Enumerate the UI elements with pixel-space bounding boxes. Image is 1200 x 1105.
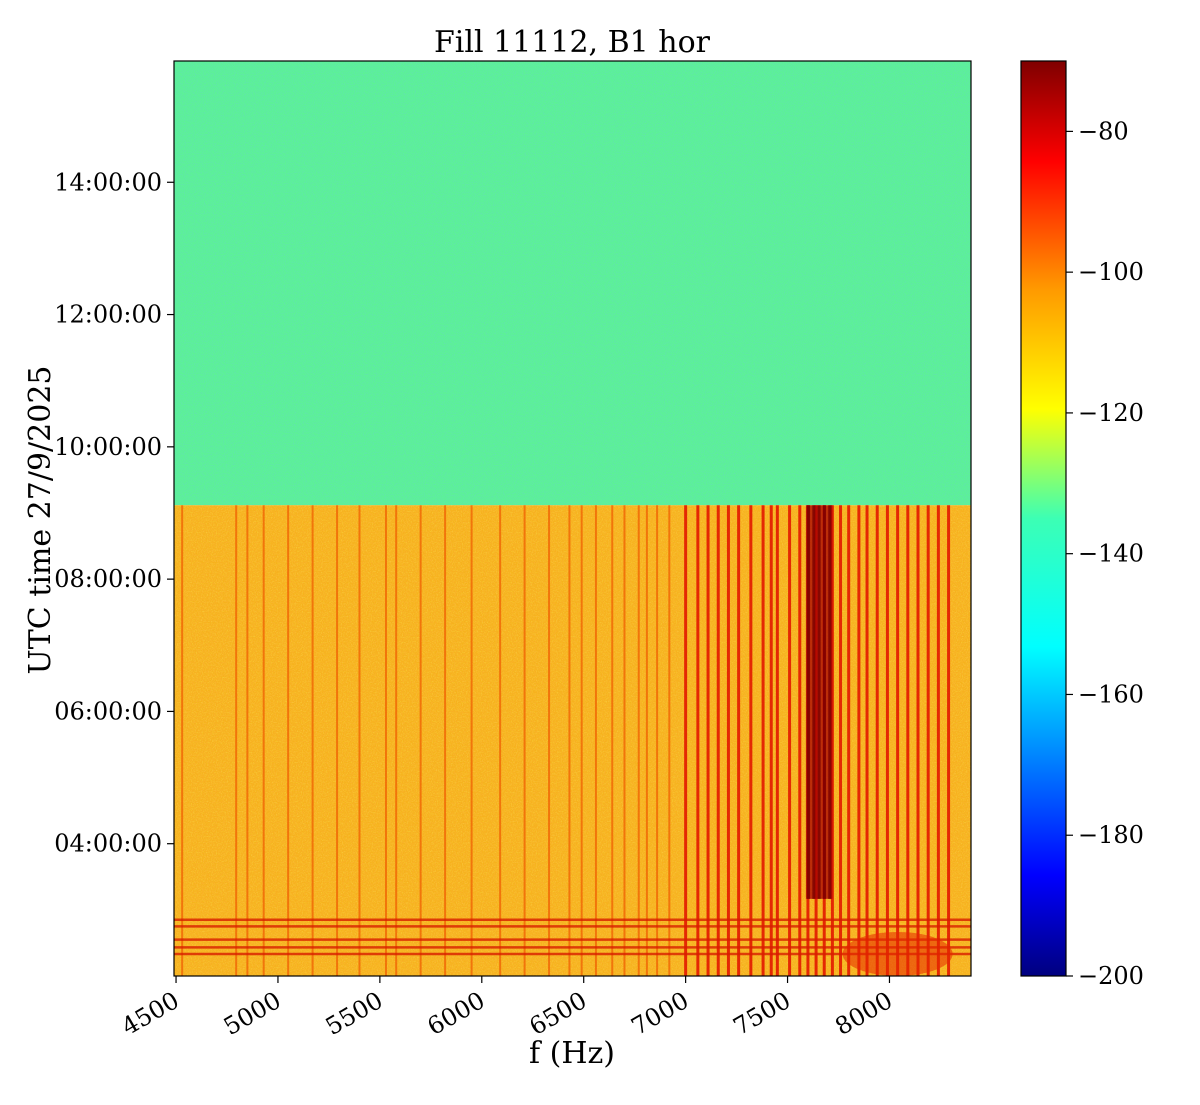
y-tick-label: 06:00:00 [54,697,162,725]
x-axis-label: f (Hz) [529,1036,615,1071]
y-tick-label: 12:00:00 [54,301,162,329]
colorbar-gradient [1020,60,1067,977]
colorbar-tick-label: −140 [1078,540,1144,568]
x-axis: 4500 5000 5500 6000 6500 7000 7500 8000 [117,976,897,1041]
y-tick-label: 14:00:00 [54,168,162,196]
colorbar-tick-label: −120 [1078,399,1144,427]
region-1-texture-yellow [174,505,971,976]
plot-frame [173,60,972,977]
chart-title: Fill 11112, B1 hor [434,25,711,60]
x-tick-label: 5500 [321,986,388,1041]
colorbar-tick-label: −160 [1078,680,1144,708]
x-tick-label: 6500 [525,986,592,1041]
y-tick-label: 04:00:00 [54,830,162,858]
x-tick-label: 7000 [627,986,694,1041]
region-0-texture [174,61,971,506]
x-tick-label: 5000 [219,986,286,1041]
y-tick-label: 08:00:00 [54,565,162,593]
x-tick-label: 7500 [728,986,795,1041]
y-axis-label: UTC time 27/9/2025 [23,366,58,675]
x-tick-label: 8000 [830,986,897,1041]
y-tick-label: 10:00:00 [54,433,162,461]
low-freq-burst [842,931,953,976]
colorbar: −80 −100 −120 −140 −160 −180 −200 [1020,60,1144,990]
y-axis: 04:00:00 06:00:00 08:00:00 10:00:00 12:00:00… [54,168,174,858]
x-tick-label: 6000 [423,986,490,1041]
plot-area [174,61,971,976]
colorbar-tick-label: −80 [1078,117,1129,145]
colorbar-tick-label: −180 [1078,821,1144,849]
colorbar-tick-label: −100 [1078,258,1144,286]
colorbar-tick-label: −200 [1078,962,1144,990]
x-tick-label: 4500 [117,986,184,1041]
